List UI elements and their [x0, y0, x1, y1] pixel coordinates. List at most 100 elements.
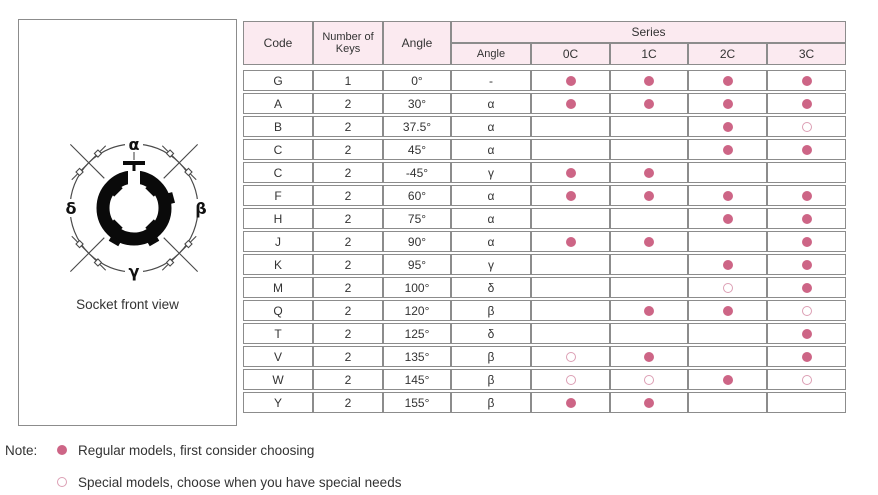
series-3c-cell [767, 300, 846, 321]
angle-cell: 135° [383, 346, 451, 367]
code-cell: Y [243, 392, 313, 413]
angle-cell: 90° [383, 231, 451, 252]
table-header: Code Number of Keys Angle Series Angle 0C… [243, 21, 846, 65]
series-0c-cell [531, 277, 610, 298]
keys-cell: 2 [313, 300, 383, 321]
keys-cell: 2 [313, 139, 383, 160]
series-2c-cell [688, 139, 767, 160]
code-cell: M [243, 277, 313, 298]
open-dot-icon [801, 122, 812, 133]
series-1c-cell [610, 254, 688, 275]
series-3c-cell [767, 208, 846, 229]
filled-dot-icon [722, 145, 733, 156]
keys-cell: 2 [313, 323, 383, 344]
series-0c-cell [531, 208, 610, 229]
series-3c-cell [767, 116, 846, 137]
table-row: V 2 135° β [243, 346, 846, 367]
diagram-caption: Socket front view [76, 297, 179, 312]
filled-dot-icon [801, 237, 812, 248]
angle-cell: 100° [383, 277, 451, 298]
series-1c-cell [610, 139, 688, 160]
series-2c-cell [688, 93, 767, 114]
series-angle-cell: γ [451, 162, 531, 183]
angle-cell: 95° [383, 254, 451, 275]
col-header-keys: Number of Keys [313, 21, 383, 65]
table-row: Y 2 155° β [243, 392, 846, 413]
label-alpha: α [129, 135, 140, 154]
filled-dot-icon [644, 99, 654, 110]
filled-dot-icon [722, 260, 733, 271]
series-angle-cell: δ [451, 277, 531, 298]
series-angle-cell: α [451, 231, 531, 252]
keys-cell: 2 [313, 208, 383, 229]
filled-dot-icon [801, 99, 812, 110]
series-2c-cell [688, 346, 767, 367]
series-2c-cell [688, 70, 767, 91]
note-line-special: Special models, choose when you have spe… [5, 473, 401, 491]
filled-dot-icon [722, 214, 733, 225]
filled-dot-icon [801, 352, 812, 363]
series-1c-cell [610, 300, 688, 321]
filled-dot-icon [644, 191, 654, 202]
series-angle-cell: α [451, 116, 531, 137]
table-row: T 2 125° δ [243, 323, 846, 344]
series-0c-cell [531, 162, 610, 183]
series-0c-cell [531, 323, 610, 344]
socket-ring [96, 151, 176, 247]
filled-dot-icon [644, 306, 654, 317]
series-angle-cell: β [451, 346, 531, 367]
series-angle-cell: α [451, 139, 531, 160]
filled-dot-icon [565, 398, 576, 409]
series-angle-cell: γ [451, 254, 531, 275]
keys-cell: 2 [313, 116, 383, 137]
filled-dot-icon [801, 76, 812, 87]
table-row: K 2 95° γ [243, 254, 846, 275]
keys-header-line2: Keys [335, 43, 361, 55]
series-3c-cell [767, 185, 846, 206]
series-1c-cell [610, 70, 688, 91]
code-cell: A [243, 93, 313, 114]
filled-dot-icon [801, 283, 812, 294]
table-row: J 2 90° α [243, 231, 846, 252]
note-label: Note: [5, 442, 38, 458]
open-dot-icon [565, 375, 576, 386]
series-0c-cell [531, 231, 610, 252]
code-cell: J [243, 231, 313, 252]
filled-dot-icon [722, 122, 733, 133]
col-header-3c: 3C [767, 43, 846, 65]
series-table: Code Number of Keys Angle Series Angle 0C… [243, 21, 846, 415]
series-angle-cell: - [451, 70, 531, 91]
col-header-2c: 2C [688, 43, 767, 65]
series-angle-cell: α [451, 93, 531, 114]
series-0c-cell [531, 369, 610, 390]
series-2c-cell [688, 392, 767, 413]
series-1c-cell [610, 369, 688, 390]
series-0c-cell [531, 346, 610, 367]
keyway-t-mark [123, 161, 145, 165]
series-0c-cell [531, 93, 610, 114]
socket-diagram-panel: α γ δ β Socket front view [18, 19, 237, 426]
angle-cell: 0° [383, 70, 451, 91]
series-3c-cell [767, 70, 846, 91]
code-cell: C [243, 162, 313, 183]
angle-cell: -45° [383, 162, 451, 183]
col-header-code: Code [243, 21, 313, 65]
filled-dot-icon [801, 191, 812, 202]
filled-dot-icon [644, 76, 654, 87]
table-row: C 2 -45° γ [243, 162, 846, 183]
series-0c-cell [531, 392, 610, 413]
open-dot-icon [801, 375, 812, 386]
filled-dot-icon [565, 237, 576, 248]
series-2c-cell [688, 254, 767, 275]
filled-dot-icon [722, 191, 733, 202]
table-body: G 1 0° - A 2 30° α B 2 37.5° α C 2 45° α C 2 -45° γ F 2 60° α H 2… [243, 68, 846, 415]
angle-cell: 30° [383, 93, 451, 114]
series-3c-cell [767, 346, 846, 367]
table-row: M 2 100° δ [243, 277, 846, 298]
keys-cell: 2 [313, 392, 383, 413]
table-row: H 2 75° α [243, 208, 846, 229]
keys-cell: 2 [313, 185, 383, 206]
keys-cell: 2 [313, 162, 383, 183]
note-text-special: Special models, choose when you have spe… [78, 474, 402, 490]
keys-cell: 1 [313, 70, 383, 91]
